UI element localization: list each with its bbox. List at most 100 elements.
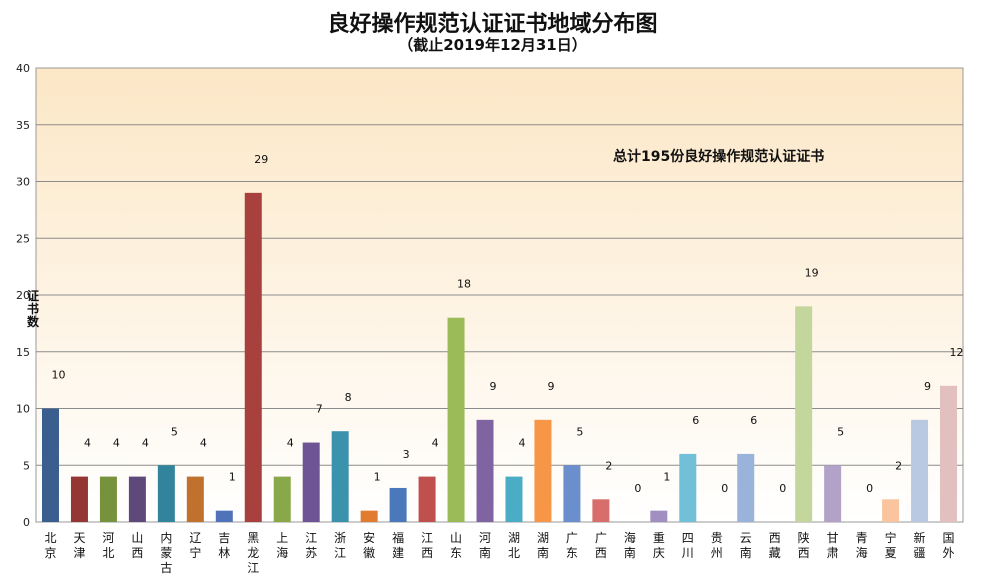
bar — [940, 385, 958, 522]
x-tick-label: 山东 — [450, 531, 462, 560]
chart-title: 良好操作规范认证证书地域分布图 — [327, 12, 658, 37]
data-label: 1 — [229, 471, 236, 484]
data-label: 1 — [374, 471, 381, 484]
x-tick-label: 新疆 — [914, 530, 926, 560]
data-label: 18 — [457, 278, 471, 291]
data-label: 9 — [490, 380, 497, 393]
bar — [911, 419, 929, 522]
x-tick-label: 天津 — [73, 531, 85, 560]
data-label: 19 — [805, 266, 819, 279]
bar — [592, 499, 610, 522]
x-tick-label: 重庆 — [653, 531, 665, 560]
bar — [476, 419, 494, 522]
y-tick-label: 35 — [16, 119, 30, 132]
x-tick-label: 上海 — [276, 531, 288, 560]
x-tick-label: 浙江 — [334, 531, 346, 560]
x-tick-label: 福建 — [392, 530, 404, 560]
bar — [418, 476, 436, 522]
x-tick-label: 江西 — [421, 531, 433, 560]
data-label: 5 — [837, 425, 844, 438]
x-tick-label: 江苏 — [305, 531, 317, 560]
y-tick-label: 40 — [16, 62, 30, 75]
chart-subtitle: （截止2019年12月31日） — [398, 36, 587, 54]
total-annotation: 总计195份良好操作规范认证证书 — [613, 149, 825, 165]
bar — [650, 510, 668, 522]
data-label: 7 — [316, 403, 323, 416]
y-tick-label: 10 — [16, 403, 30, 416]
bar — [302, 442, 320, 522]
bar — [534, 419, 552, 522]
x-tick-label: 河南 — [479, 531, 491, 560]
x-tick-label: 宁夏 — [885, 530, 897, 560]
bar — [273, 476, 291, 522]
data-label: 12 — [950, 346, 964, 359]
data-label: 9 — [924, 380, 931, 393]
bar — [505, 476, 523, 522]
x-tick-label: 海南 — [624, 530, 636, 560]
x-tick-label: 陕西 — [798, 530, 810, 560]
data-label: 0 — [721, 482, 728, 495]
y-axis-label: 证书数 — [26, 289, 39, 329]
bar — [157, 465, 175, 522]
data-label: 4 — [113, 437, 120, 450]
y-tick-label: 5 — [23, 459, 30, 472]
data-label: 10 — [51, 369, 65, 382]
x-tick-label: 广东 — [566, 531, 578, 560]
bar — [128, 476, 146, 522]
x-tick-label: 青海 — [856, 531, 868, 560]
bar — [795, 306, 813, 522]
bar — [360, 510, 378, 522]
bar — [99, 476, 117, 522]
data-label: 0 — [634, 482, 641, 495]
x-tick-label: 山西 — [131, 531, 143, 560]
x-tick-label: 国外 — [943, 531, 955, 560]
x-tick-label: 辽宁 — [189, 531, 201, 560]
data-label: 0 — [866, 482, 873, 495]
data-label: 6 — [692, 414, 699, 427]
bar — [41, 408, 59, 522]
x-tick-label: 黑龙江 — [247, 531, 259, 575]
bar — [331, 431, 349, 522]
x-tick-label: 安徽 — [363, 530, 375, 560]
data-label: 4 — [287, 437, 294, 450]
x-tick-label: 湖北 — [508, 530, 520, 560]
y-tick-label: 30 — [16, 176, 30, 189]
data-label: 4 — [200, 437, 207, 450]
y-tick-label: 0 — [23, 516, 30, 529]
data-label: 0 — [779, 482, 786, 495]
x-tick-label: 甘肃 — [827, 531, 839, 560]
data-label: 4 — [142, 437, 149, 450]
data-label: 1 — [663, 471, 670, 484]
y-tick-label: 25 — [16, 232, 30, 245]
data-label: 2 — [895, 459, 902, 472]
bar — [186, 476, 204, 522]
data-label: 4 — [518, 437, 525, 450]
bar — [882, 499, 900, 522]
bar — [447, 317, 465, 522]
x-tick-label: 北京 — [44, 531, 56, 560]
data-label: 6 — [750, 414, 757, 427]
x-tick-label: 西藏 — [769, 531, 781, 560]
data-label: 3 — [403, 448, 410, 461]
bar — [824, 465, 842, 522]
bar — [244, 192, 262, 522]
y-tick-label: 20 — [16, 289, 30, 302]
bar — [215, 510, 233, 522]
x-tick-label: 吉林 — [218, 531, 230, 560]
data-label: 2 — [605, 459, 612, 472]
data-label: 29 — [254, 153, 268, 166]
data-label: 4 — [432, 437, 439, 450]
y-tick-label: 15 — [16, 346, 30, 359]
x-tick-label: 云南 — [740, 531, 752, 560]
data-label: 5 — [576, 425, 583, 438]
x-tick-label: 河北 — [102, 531, 114, 560]
x-tick-label: 内蒙古 — [160, 531, 172, 575]
data-label: 8 — [345, 391, 352, 404]
x-tick-label: 湖南 — [537, 530, 549, 560]
data-label: 5 — [171, 425, 178, 438]
bar — [737, 453, 755, 522]
x-tick-label: 广西 — [595, 531, 607, 560]
x-tick-label: 四川 — [682, 531, 694, 560]
bar — [70, 476, 88, 522]
